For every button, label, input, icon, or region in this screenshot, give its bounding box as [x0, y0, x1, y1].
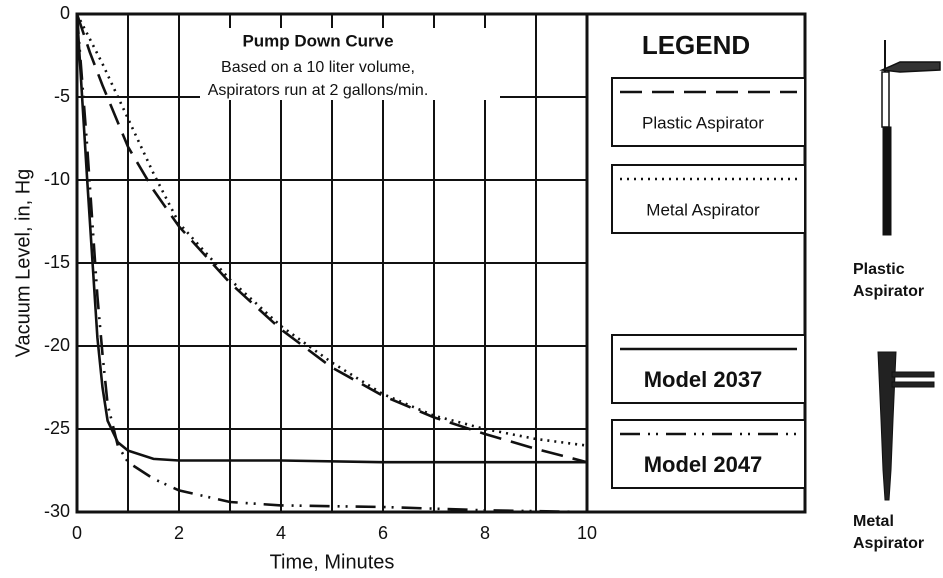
image-caption: Aspirator	[853, 283, 924, 300]
y-tick-label: -5	[54, 86, 70, 106]
y-tick-label: -30	[44, 501, 70, 521]
legend-title: LEGEND	[642, 30, 750, 60]
legend-label: Metal Aspirator	[646, 200, 760, 219]
legend-box	[612, 78, 805, 146]
legend-label: Model 2047	[644, 452, 763, 477]
y-tick-label: -20	[44, 335, 70, 355]
x-tick-label: 10	[577, 523, 597, 543]
image-caption: Metal	[853, 513, 894, 530]
x-tick-label: 6	[378, 523, 388, 543]
image-caption: Aspirator	[853, 535, 924, 552]
chart-subtitle: Based on a 10 liter volume,	[221, 59, 415, 76]
y-tick-label: 0	[60, 3, 70, 23]
x-tick-label: 4	[276, 523, 286, 543]
x-tick-label: 2	[174, 523, 184, 543]
x-tick-label: 0	[72, 523, 82, 543]
y-tick-label: -15	[44, 252, 70, 272]
legend-label: Model 2037	[644, 367, 763, 392]
y-tick-label: -25	[44, 418, 70, 438]
y-axis-label: Vacuum Level, in, Hg	[12, 169, 34, 358]
legend-box	[612, 165, 805, 233]
image-caption: Plastic	[853, 261, 905, 278]
chart-title: Pump Down Curve	[242, 31, 393, 50]
x-tick-label: 8	[480, 523, 490, 543]
chart-subtitle: Aspirators run at 2 gallons/min.	[208, 82, 429, 99]
legend-label: Plastic Aspirator	[642, 113, 764, 132]
y-tick-label: -10	[44, 169, 70, 189]
chart: 0-5-10-15-20-25-300246810Time, MinutesVa…	[0, 0, 943, 578]
x-axis-label: Time, Minutes	[270, 551, 395, 573]
